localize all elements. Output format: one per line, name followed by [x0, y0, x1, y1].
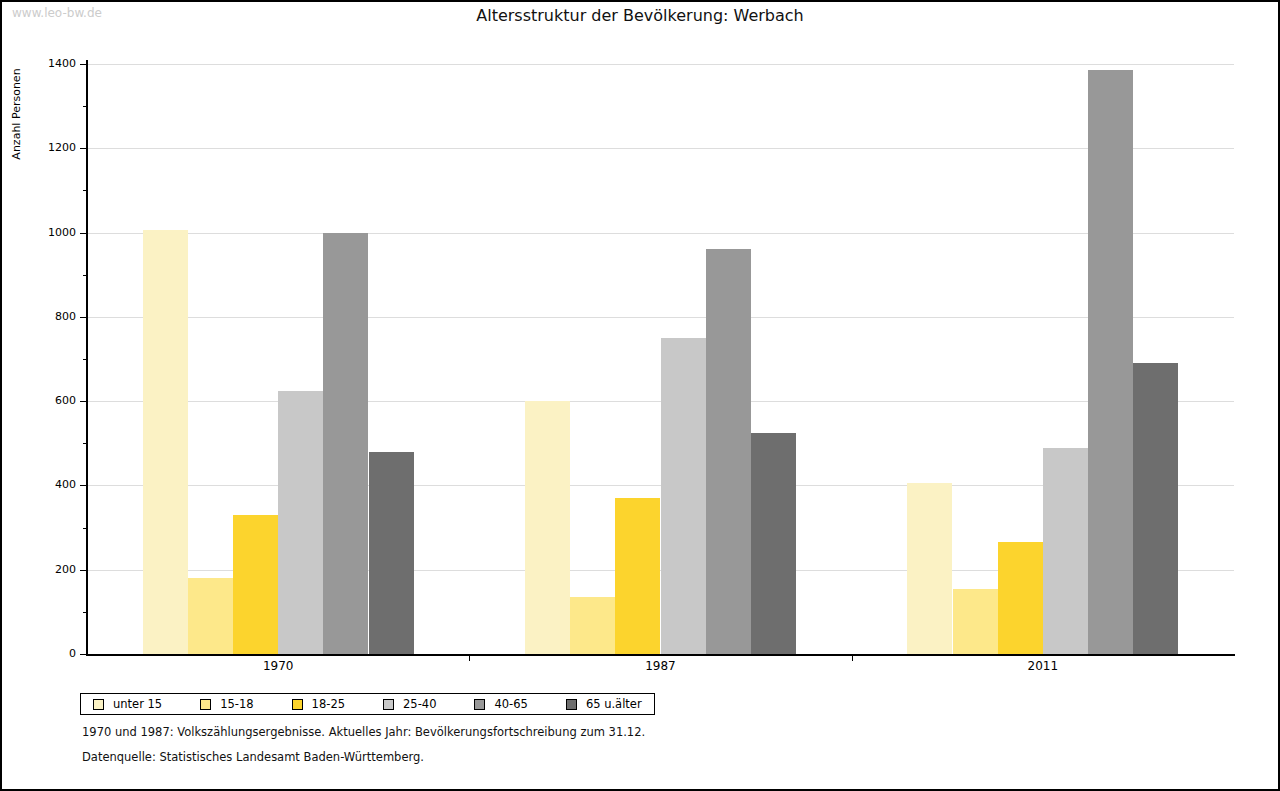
footnote-source-2: Datenquelle: Statistisches Landesamt Bad…	[82, 750, 424, 764]
legend-item-25-40: 25-40	[383, 697, 436, 711]
y-tick-label-200: 200	[16, 564, 76, 576]
y-tick-label-800: 800	[16, 311, 76, 323]
legend-swatch-icon	[292, 699, 303, 710]
legend-item-unter 15: unter 15	[93, 697, 162, 711]
legend-swatch-icon	[383, 699, 394, 710]
bar-1987-40-65	[706, 249, 751, 654]
bar-1970-15-18	[188, 578, 233, 654]
y-tick-label-1400: 1400	[16, 58, 76, 70]
legend-label: 40-65	[494, 697, 527, 711]
y-tick-label-600: 600	[16, 395, 76, 407]
legend-swatch-icon	[93, 699, 104, 710]
bar-2011-25-40	[1043, 448, 1088, 655]
gridline-y-1400	[87, 64, 1234, 65]
legend-item-40-65: 40-65	[474, 697, 527, 711]
legend-label: 18-25	[312, 697, 345, 711]
bar-1987-65 u.älter	[751, 433, 796, 654]
y-tick-label-400: 400	[16, 479, 76, 491]
bar-1987-15-18	[570, 597, 615, 654]
bar-2011-40-65	[1088, 70, 1133, 654]
legend-label: unter 15	[113, 697, 162, 711]
bar-1987-25-40	[661, 338, 706, 654]
bar-1970-unter 15	[143, 230, 188, 654]
x-boundary-tick-1	[469, 656, 470, 661]
bar-1970-40-65	[323, 233, 368, 654]
legend-label: 25-40	[403, 697, 436, 711]
bar-1970-65 u.älter	[369, 452, 414, 654]
gridline-y-800	[87, 317, 1234, 318]
chart-title: Altersstruktur der Bevölkerung: Werbach	[2, 6, 1278, 25]
x-category-label-1970: 1970	[228, 659, 328, 673]
bar-1970-25-40	[278, 391, 323, 654]
bar-1987-18-25	[615, 498, 660, 654]
x-category-label-1987: 1987	[611, 659, 711, 673]
legend-swatch-icon	[200, 699, 211, 710]
legend-item-18-25: 18-25	[292, 697, 345, 711]
legend-item-15-18: 15-18	[200, 697, 253, 711]
gridline-y-1000	[87, 233, 1234, 234]
y-tick-label-0: 0	[16, 648, 76, 660]
x-boundary-tick-2	[852, 656, 853, 661]
bar-1970-18-25	[233, 515, 278, 654]
legend-label: 15-18	[220, 697, 253, 711]
bar-2011-15-18	[953, 589, 998, 654]
bar-1987-unter 15	[525, 401, 570, 654]
x-category-label-2011: 2011	[993, 659, 1093, 673]
bar-2011-unter 15	[907, 483, 952, 654]
legend: unter 15 15-18 18-25 25-40 40-65 65 u.älter	[80, 693, 655, 715]
y-axis-line	[86, 60, 88, 654]
legend-swatch-icon	[474, 699, 485, 710]
chart-window: www.leo-bw.de Altersstruktur der Bevölke…	[0, 0, 1280, 791]
legend-label: 65 u.älter	[586, 697, 642, 711]
legend-item-65 u.älter: 65 u.älter	[566, 697, 642, 711]
gridline-y-1200	[87, 148, 1234, 149]
y-tick-label-1200: 1200	[16, 142, 76, 154]
legend-swatch-icon	[566, 699, 577, 710]
x-axis-line	[86, 654, 1235, 656]
y-tick-label-1000: 1000	[16, 227, 76, 239]
footnote-source-1: 1970 und 1987: Volkszählungsergebnisse. …	[82, 725, 645, 739]
bar-2011-65 u.älter	[1133, 363, 1178, 654]
bar-2011-18-25	[998, 542, 1043, 654]
